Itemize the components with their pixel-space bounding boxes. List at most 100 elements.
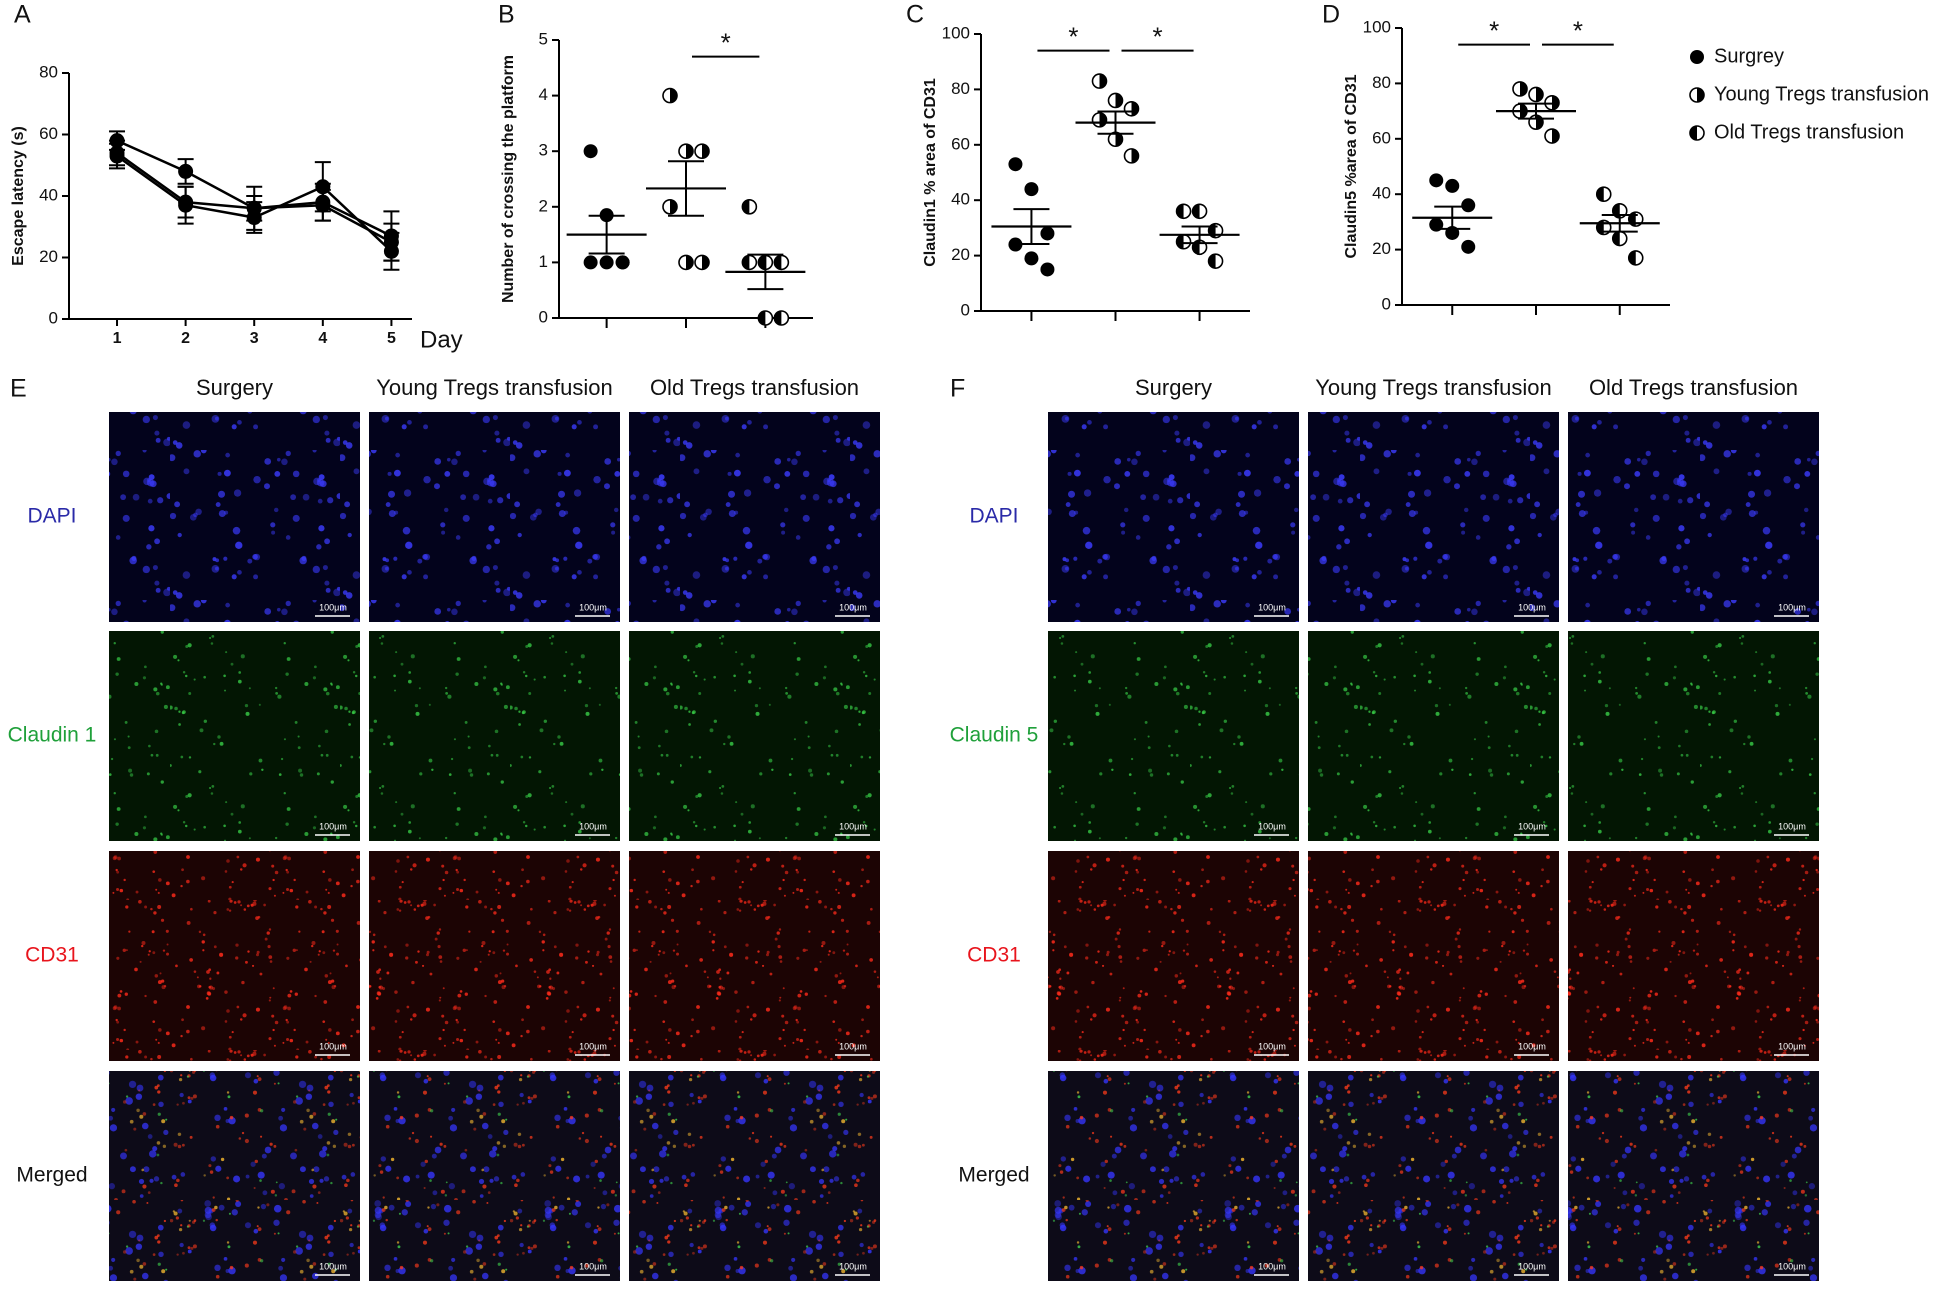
point bbox=[1461, 198, 1476, 213]
point bbox=[1627, 250, 1644, 266]
marker-dot bbox=[315, 197, 331, 213]
point bbox=[246, 200, 262, 216]
error-bar bbox=[1601, 213, 1638, 233]
y-tick-label: 0 bbox=[961, 300, 970, 319]
scale-bar-label: 100μm bbox=[839, 602, 867, 612]
point bbox=[1544, 94, 1560, 111]
row-label: Claudin 5 bbox=[950, 724, 1039, 747]
micrograph-signal bbox=[1568, 1071, 1819, 1281]
marker-half bbox=[774, 255, 782, 270]
micrograph-signal bbox=[1568, 631, 1819, 841]
y-tick-label: 60 bbox=[1372, 128, 1391, 147]
legend-label: Young Tregs transfusion bbox=[1714, 83, 1929, 105]
point bbox=[757, 310, 774, 326]
y-tick-label: 40 bbox=[39, 185, 58, 204]
column-header: Young Tregs transfusion bbox=[1315, 375, 1551, 400]
y-tick-label: 0 bbox=[1382, 294, 1391, 313]
error-bar bbox=[1013, 208, 1050, 245]
column-header: Old Tregs transfusion bbox=[650, 375, 859, 400]
point bbox=[1512, 81, 1528, 97]
legend-marker bbox=[1689, 125, 1705, 141]
error-bar bbox=[1434, 205, 1471, 230]
marker-dot bbox=[583, 255, 598, 270]
marker-dot bbox=[1445, 178, 1460, 193]
legend-marker bbox=[1689, 87, 1705, 103]
micrograph-signal bbox=[1308, 851, 1559, 1061]
point bbox=[109, 145, 125, 161]
point bbox=[1528, 86, 1544, 103]
micrograph-signal bbox=[629, 631, 880, 841]
point bbox=[315, 197, 331, 213]
y-tick-label: 20 bbox=[1372, 239, 1391, 258]
marker-half bbox=[1115, 132, 1123, 147]
y-axis-label: Number of crossing the platform bbox=[500, 55, 517, 303]
scale-bar-label: 100μm bbox=[579, 602, 607, 612]
scale-bar-label: 100μm bbox=[1258, 1041, 1286, 1051]
point bbox=[1544, 128, 1560, 144]
row-label: DAPI bbox=[969, 505, 1018, 528]
micrograph-signal bbox=[1048, 412, 1299, 622]
significance-label: * bbox=[1068, 21, 1078, 51]
column-header: Old Tregs transfusion bbox=[1589, 375, 1798, 400]
marker-dot bbox=[599, 255, 614, 270]
point bbox=[1008, 157, 1023, 172]
point bbox=[383, 234, 399, 250]
y-axis-label: Claudin1 % area of CD31 bbox=[922, 78, 939, 267]
point bbox=[1040, 262, 1055, 277]
marker-dot bbox=[1461, 239, 1476, 254]
marker-half bbox=[758, 311, 766, 325]
marker-dot bbox=[1024, 251, 1039, 266]
micrograph-signal bbox=[369, 631, 620, 841]
point bbox=[583, 144, 598, 159]
legend-marker bbox=[1690, 50, 1704, 64]
y-tick-label: 40 bbox=[1372, 184, 1391, 203]
row-label: CD31 bbox=[25, 944, 79, 967]
marker-half bbox=[1697, 88, 1704, 102]
point bbox=[1091, 73, 1108, 89]
point bbox=[1024, 251, 1039, 266]
x-tick-label: 3 bbox=[250, 330, 259, 347]
panel-label: C bbox=[906, 1, 924, 29]
significance-label: * bbox=[721, 28, 731, 58]
scale-bar-label: 100μm bbox=[1258, 602, 1286, 612]
marker-half bbox=[1192, 204, 1200, 219]
point bbox=[1191, 203, 1208, 220]
column-header: Surgery bbox=[196, 375, 273, 400]
marker-half bbox=[742, 199, 750, 214]
point bbox=[1107, 92, 1124, 109]
micrograph-signal bbox=[1568, 412, 1819, 622]
error-bar bbox=[1518, 102, 1554, 120]
legend-label: Old Tregs transfusion bbox=[1714, 121, 1904, 143]
point bbox=[662, 87, 678, 104]
marker-half bbox=[1520, 81, 1528, 96]
point bbox=[1461, 239, 1476, 254]
point bbox=[662, 199, 678, 215]
y-axis-label: Claudin5 %area of CD31 bbox=[1343, 74, 1360, 258]
x-axis-label: Day bbox=[420, 326, 463, 353]
micrograph-signal bbox=[369, 851, 620, 1061]
point bbox=[694, 143, 710, 159]
scale-bar-label: 100μm bbox=[1778, 821, 1806, 831]
panel-label: B bbox=[498, 1, 515, 29]
scale-bar-label: 100μm bbox=[1778, 602, 1806, 612]
error-bar bbox=[1097, 110, 1134, 135]
scale-bar-label: 100μm bbox=[1518, 1261, 1546, 1271]
point bbox=[178, 194, 194, 210]
error-bar bbox=[1181, 225, 1218, 245]
y-tick-label: 20 bbox=[39, 247, 58, 266]
marker-dot bbox=[109, 145, 125, 161]
point bbox=[1595, 186, 1612, 202]
marker-dot bbox=[1008, 157, 1023, 172]
y-tick-label: 80 bbox=[39, 62, 58, 81]
y-tick-label: 100 bbox=[942, 23, 970, 42]
scale-bar-label: 100μm bbox=[319, 1041, 347, 1051]
scale-bar-label: 100μm bbox=[1778, 1261, 1806, 1271]
micrograph-signal bbox=[109, 851, 360, 1061]
marker-half bbox=[1176, 204, 1184, 219]
y-tick-label: 100 bbox=[1363, 17, 1391, 36]
y-tick-label: 80 bbox=[1372, 73, 1391, 92]
marker-dot bbox=[178, 194, 194, 210]
x-tick-label: 4 bbox=[318, 330, 327, 347]
